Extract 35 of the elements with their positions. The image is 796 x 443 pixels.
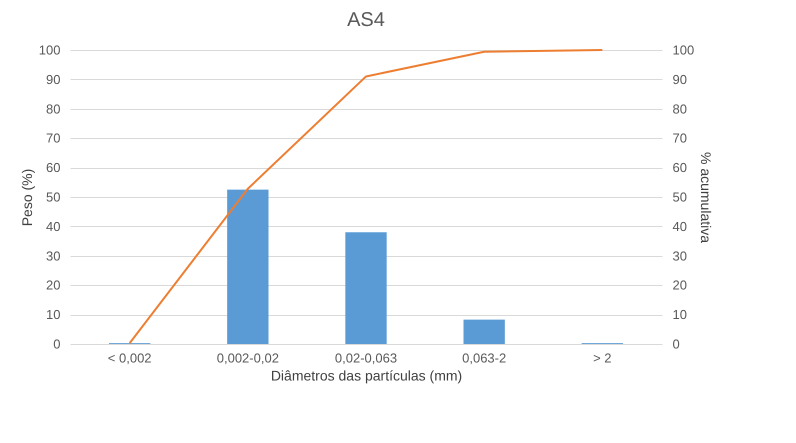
chart-title: AS4 [347, 9, 385, 31]
x-tick-label: 0,002-0,02 [216, 350, 279, 366]
y-tick-label: 40 [46, 218, 60, 234]
y-tick-label: 30 [46, 248, 60, 264]
y2-tick-label: 0 [672, 336, 680, 352]
bar [227, 190, 269, 344]
y2-tick-label: 50 [672, 190, 687, 204]
x-tick-label: > 2 [593, 350, 612, 366]
y-tick-label: 70 [46, 130, 60, 146]
x-tick-label: 0,02-0,063 [334, 350, 398, 366]
y2-tick-label: 10 [672, 307, 687, 322]
y-tick-label: 90 [46, 72, 60, 87]
y2-tick-label: 70 [672, 130, 687, 146]
x-tick-label: < 0,002 [108, 350, 152, 366]
y-tick-label: 20 [46, 278, 60, 293]
y2-tick-label: 100 [672, 42, 694, 58]
y2-axis-title: % acumulativa [698, 152, 714, 244]
y2-tick-label: 80 [672, 101, 687, 116]
y2-tick-label: 90 [672, 72, 687, 87]
y-axis-title: Peso (%) [18, 168, 35, 226]
y2-tick-label: 40 [672, 218, 687, 234]
x-axis-title: Diâmetros das partículas (mm) [270, 368, 462, 384]
line-series [128, 49, 604, 344]
y-tick-label: 100 [38, 42, 60, 58]
bar [463, 320, 505, 344]
y-tick-label: 80 [46, 101, 60, 116]
y2-tick-label: 20 [672, 278, 687, 293]
y2-tick-label: 30 [672, 248, 687, 264]
x-tick-label: 0,063-2 [462, 350, 506, 366]
bar [345, 232, 387, 344]
y-tick-label: 10 [46, 307, 60, 322]
y-tick-label: 0 [53, 336, 60, 352]
y-tick-label: 50 [46, 190, 60, 204]
y2-tick-label: 60 [672, 160, 687, 176]
y-tick-label: 60 [46, 160, 60, 176]
